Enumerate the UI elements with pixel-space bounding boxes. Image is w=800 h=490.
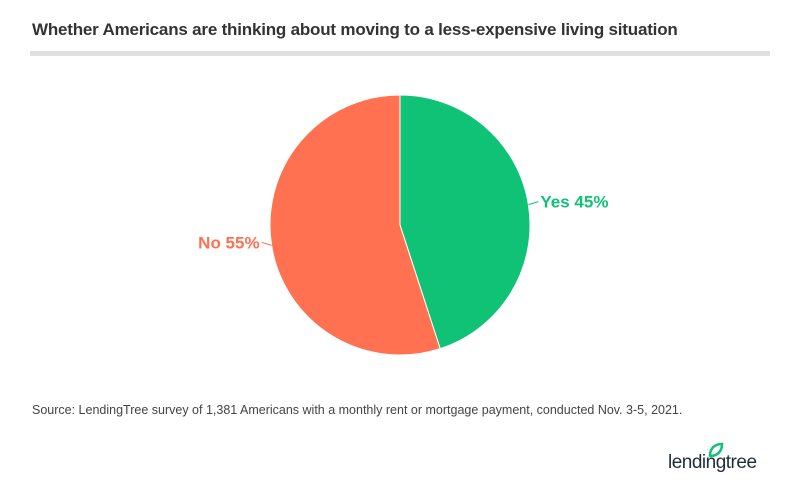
lendingtree-logo: lendingtree <box>668 442 778 478</box>
logo-text: lendingtree <box>668 452 757 473</box>
leaf-icon <box>708 442 724 458</box>
leader-line-no <box>261 241 272 246</box>
leader-line-yes <box>528 201 539 206</box>
title-divider <box>30 51 770 56</box>
pie-slice-yes <box>399 94 531 350</box>
data-label-no: No 55% <box>198 233 259 252</box>
chart-title: Whether Americans are thinking about mov… <box>32 20 678 39</box>
source-note: Source: LendingTree survey of 1,381 Amer… <box>32 403 683 417</box>
data-label-yes: Yes 45% <box>540 193 608 212</box>
